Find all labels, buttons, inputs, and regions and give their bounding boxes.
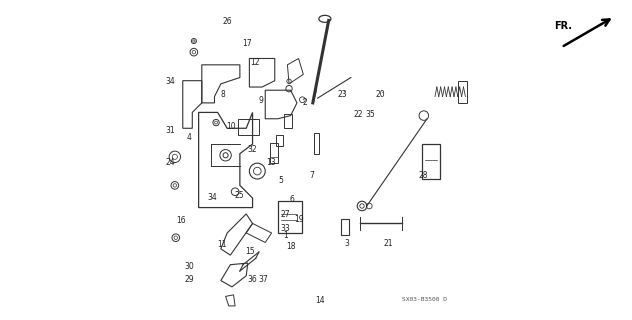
Text: 33: 33	[280, 224, 290, 233]
Text: 29: 29	[185, 275, 194, 284]
Bar	[278, 201, 301, 233]
Text: 36: 36	[247, 275, 257, 284]
Bar	[422, 144, 440, 179]
Text: 31: 31	[165, 126, 175, 135]
Text: SX03-B3500 D: SX03-B3500 D	[402, 297, 447, 302]
Text: 27: 27	[280, 210, 289, 220]
Text: 5: 5	[278, 176, 283, 185]
Bar	[276, 135, 283, 146]
Text: 34: 34	[165, 77, 175, 86]
Text: 13: 13	[266, 158, 276, 167]
Text: 9: 9	[258, 96, 263, 105]
Bar	[270, 142, 278, 163]
Text: FR.: FR.	[554, 21, 571, 31]
Text: 3: 3	[344, 239, 349, 248]
Text: 4: 4	[186, 133, 191, 142]
Text: 16: 16	[176, 216, 186, 225]
Text: 1: 1	[283, 231, 288, 240]
Text: 37: 37	[258, 275, 268, 284]
Text: 20: 20	[375, 90, 386, 99]
Bar	[284, 114, 292, 128]
Text: 8: 8	[220, 91, 225, 100]
Bar	[314, 133, 319, 154]
Text: 6: 6	[289, 195, 295, 204]
Text: 11: 11	[217, 240, 226, 249]
Text: 30: 30	[185, 262, 194, 271]
Text: 18: 18	[286, 242, 296, 251]
Bar	[341, 219, 349, 235]
Text: 25: 25	[234, 191, 244, 200]
Text: 23: 23	[337, 90, 347, 99]
Text: 15: 15	[245, 246, 255, 256]
Text: 10: 10	[226, 122, 236, 131]
Text: 32: 32	[247, 145, 257, 154]
Text: 17: 17	[242, 39, 252, 48]
Text: 7: 7	[310, 171, 314, 180]
Text: 26: 26	[223, 17, 233, 26]
Text: 34: 34	[207, 193, 217, 202]
Text: 21: 21	[383, 239, 392, 248]
Text: 22: 22	[353, 110, 363, 119]
Text: 24: 24	[165, 158, 175, 167]
Text: 35: 35	[366, 110, 375, 119]
Text: 12: 12	[250, 58, 260, 67]
Text: 2: 2	[303, 98, 307, 107]
Text: 14: 14	[315, 296, 325, 305]
Text: 28: 28	[418, 171, 428, 180]
Text: 19: 19	[295, 215, 304, 224]
